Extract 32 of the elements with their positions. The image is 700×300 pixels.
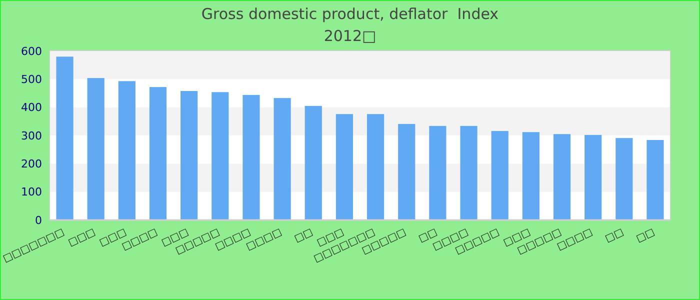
bar	[646, 140, 664, 220]
bar	[336, 114, 354, 220]
bar	[491, 130, 508, 220]
x-tick-label: □□	[292, 226, 315, 245]
bar	[149, 87, 167, 220]
bar	[87, 78, 104, 220]
y-tick-label: 200	[21, 158, 42, 171]
y-tick-label: 500	[21, 73, 42, 86]
x-tick-label: □□	[634, 226, 657, 245]
bar	[398, 124, 416, 220]
bar	[522, 132, 540, 220]
chart-subtitle: 2012□	[324, 27, 376, 45]
bar	[366, 114, 384, 220]
bar	[118, 81, 136, 220]
bar	[212, 92, 229, 220]
bar	[584, 134, 602, 220]
y-tick-label: 300	[21, 129, 42, 142]
bar	[56, 56, 74, 220]
bar	[274, 98, 291, 220]
y-tick-label: 100	[21, 186, 42, 199]
x-tick-label: □□	[604, 226, 626, 245]
bar	[429, 126, 446, 220]
y-tick-label: 0	[35, 214, 42, 227]
bar	[553, 134, 571, 220]
bar	[242, 94, 260, 220]
bar	[304, 106, 322, 220]
bar	[460, 126, 478, 220]
bar	[180, 90, 198, 220]
y-tick-label: 400	[21, 101, 42, 114]
chart-title: Gross domestic product, deflator Index	[201, 5, 499, 23]
bar	[616, 138, 633, 220]
y-tick-label: 600	[21, 44, 42, 58]
